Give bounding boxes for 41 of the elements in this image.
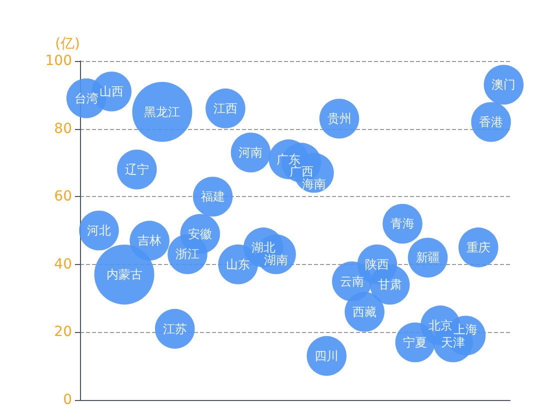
data-label: 广东 [276,152,301,166]
y-tick-label: 40 [54,256,72,272]
data-label: 内蒙古 [106,268,142,282]
y-tick-label: 0 [63,392,72,408]
data-label: 天津 [441,335,466,350]
data-label: 青海 [390,216,414,231]
data-label: 重庆 [466,240,490,254]
data-label: 上海 [454,322,478,337]
data-label: 四川 [314,348,339,363]
data-label: 贵州 [327,112,352,126]
data-label: 宁夏 [403,335,428,350]
data-label: 香港 [479,115,504,130]
y-tick-label: 100 [45,53,72,69]
data-label: 河南 [238,146,263,160]
data-label: 安徽 [188,226,212,241]
data-label: 陕西 [365,257,390,272]
data-label: 吉林 [138,234,162,248]
data-label: 黑龙江 [144,104,180,119]
data-label: 河北 [86,224,111,238]
y-tick-label: 80 [54,120,72,137]
data-label: 湖北 [251,240,276,254]
data-label: 西藏 [352,304,377,319]
data-label: 广西 [289,164,314,179]
data-label: 辽宁 [124,162,149,176]
data-label: 江西 [213,101,238,116]
y-tick-label: 60 [54,188,72,205]
data-label: 福建 [200,190,225,204]
data-label: 山东 [226,257,250,272]
data-label: 甘肃 [378,278,402,292]
y-tick-label: 20 [54,324,72,340]
y-axis-title: (亿) [55,36,80,52]
data-label: 海南 [302,176,326,191]
data-label: 云南 [340,274,364,288]
data-label: 湖南 [264,253,288,268]
data-label: 浙江 [176,247,200,262]
data-label: 新疆 [416,250,440,265]
data-label: 北京 [428,318,452,332]
data-label: 山西 [100,84,124,99]
data-label: 台湾 [74,91,98,106]
data-label: 江苏 [162,322,187,336]
data-label: 澳门 [492,78,516,92]
